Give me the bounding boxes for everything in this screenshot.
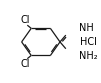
Text: Cl: Cl bbox=[20, 59, 30, 69]
Text: NH: NH bbox=[79, 23, 94, 33]
Text: Cl: Cl bbox=[20, 15, 30, 25]
Text: HCl: HCl bbox=[80, 37, 97, 47]
Text: NH₂: NH₂ bbox=[79, 51, 97, 61]
